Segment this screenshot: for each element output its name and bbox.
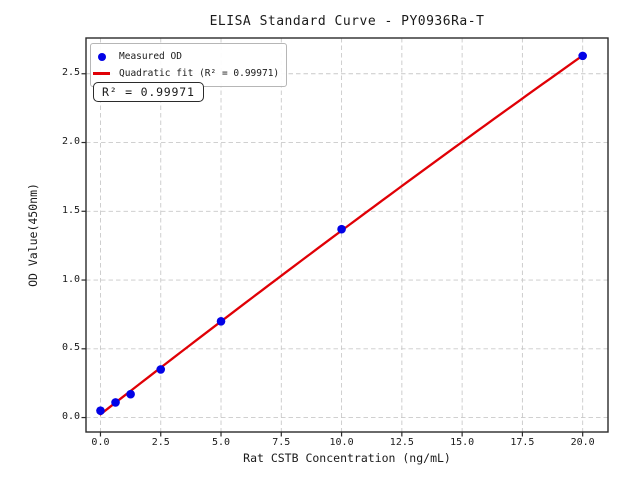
x-tick-label: 10.0 [329,437,354,448]
x-tick-label: 17.5 [510,437,535,448]
legend-label-quadratic-fit: Quadratic fit (R² = 0.99971) [119,68,280,79]
red-line-icon [93,72,110,75]
x-tick-label: 5.0 [211,437,231,448]
x-tick-label: 20.0 [570,437,595,448]
x-tick-label: 7.5 [272,437,291,448]
legend: Measured OD Quadratic fit (R² = 0.99971) [90,43,288,87]
axes-frame [85,37,609,433]
chart-title: ELISA Standard Curve - PY0936Ra-T [209,14,485,29]
blue-dot-icon [97,52,106,61]
y-tick-label: 1.0 [61,273,80,285]
data-point [216,316,226,326]
legend-item-quadratic-fit: Quadratic fit (R² = 0.99971) [93,65,279,82]
data-point [111,398,120,407]
y-tick-label: 2.0 [61,136,80,148]
legend-item-measured-od: Measured OD [93,48,279,65]
legend-label-measured-od: Measured OD [119,51,182,62]
y-axis-label: OD Value(450nm) [26,183,40,287]
y-tick-label: 2.5 [61,67,80,79]
data-point [156,365,166,374]
x-tick-label: 12.5 [389,437,414,448]
x-tick-label: 0.0 [91,437,110,448]
y-tick-label: 1.5 [61,204,80,216]
measured-od-marker [93,52,110,61]
y-tick-label: 0.0 [61,411,80,423]
data-point [578,51,587,61]
fit-line-marker [93,72,110,75]
y-tick-label: 0.5 [61,342,80,354]
x-axis-label: Rat CSTB Concentration (ng/mL) [243,451,451,465]
r-squared-annotation: R² = 0.99971 [93,82,204,102]
x-tick-label: 2.5 [151,437,170,448]
data-point [96,406,105,415]
data-point [126,389,135,399]
data-point [337,224,346,234]
x-tick-label: 15.0 [450,437,475,448]
